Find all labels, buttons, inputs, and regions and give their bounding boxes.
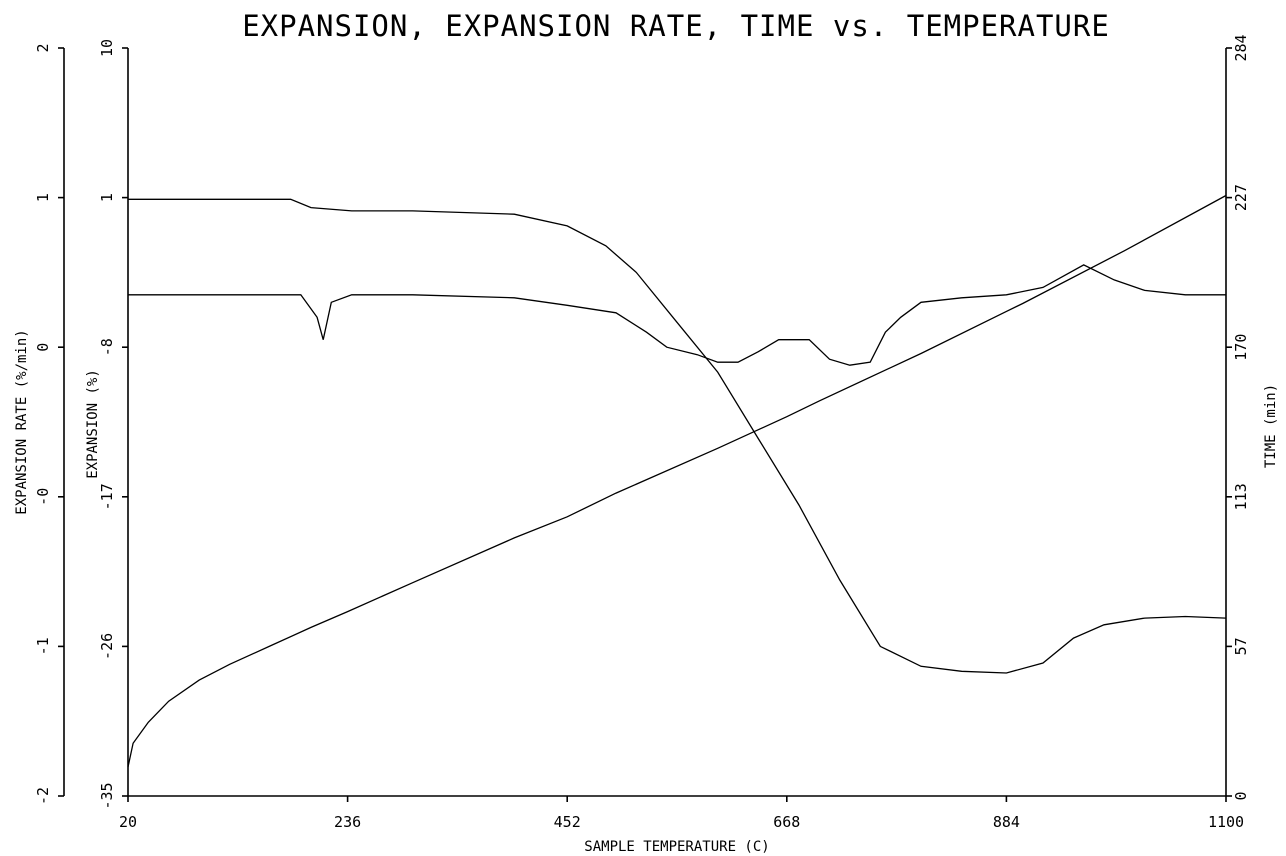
rate-axis-label: EXPANSION RATE (%/min)	[14, 329, 30, 514]
time-axis-label: TIME (min)	[1263, 384, 1279, 468]
time-tick-label: 0	[1232, 791, 1250, 800]
x-tick-label: 20	[119, 813, 137, 831]
rate-tick-label: -2	[34, 787, 52, 805]
curve-rate	[128, 264, 1226, 366]
axis-lines	[63, 48, 1227, 797]
rate-tick-label: 2	[34, 43, 52, 52]
rate-tick-label: 0	[34, 343, 52, 352]
rate-tick-label: -1	[34, 637, 52, 655]
expansion-axis-label: EXPANSION (%)	[85, 369, 101, 479]
time-tick-label: 227	[1232, 184, 1250, 211]
x-axis-label: SAMPLE TEMPERATURE (C)	[584, 839, 769, 855]
chart-title: EXPANSION, EXPANSION RATE, TIME vs. TEMP…	[242, 9, 1110, 43]
expansion-tick-label: -17	[98, 483, 116, 510]
plot-curves	[127, 194, 1227, 768]
x-tick-label: 668	[773, 813, 800, 831]
expansion-tick-label: 1	[98, 193, 116, 202]
time-tick-label: 113	[1232, 483, 1250, 510]
curve-expansion	[128, 198, 1227, 674]
axis-ticks: 20 236 452 668 884 1100-2-1-0012-35-26-17-811…	[34, 34, 1250, 831]
expansion-tick-label: -8	[98, 338, 116, 356]
x-tick-label: 1100	[1208, 813, 1244, 831]
time-tick-label: 57	[1232, 637, 1250, 655]
time-tick-label: 170	[1232, 334, 1250, 361]
rate-tick-label: -0	[34, 488, 52, 506]
x-tick-label: 236	[334, 813, 361, 831]
expansion-tick-label: 10	[98, 39, 116, 57]
x-tick-label: 884	[993, 813, 1020, 831]
x-tick-label: 452	[554, 813, 581, 831]
time-tick-label: 284	[1232, 34, 1250, 61]
curve-time	[127, 194, 1227, 768]
expansion-tick-label: -35	[98, 782, 116, 809]
expansion-tick-label: -26	[98, 633, 116, 660]
rate-tick-label: 1	[34, 193, 52, 202]
